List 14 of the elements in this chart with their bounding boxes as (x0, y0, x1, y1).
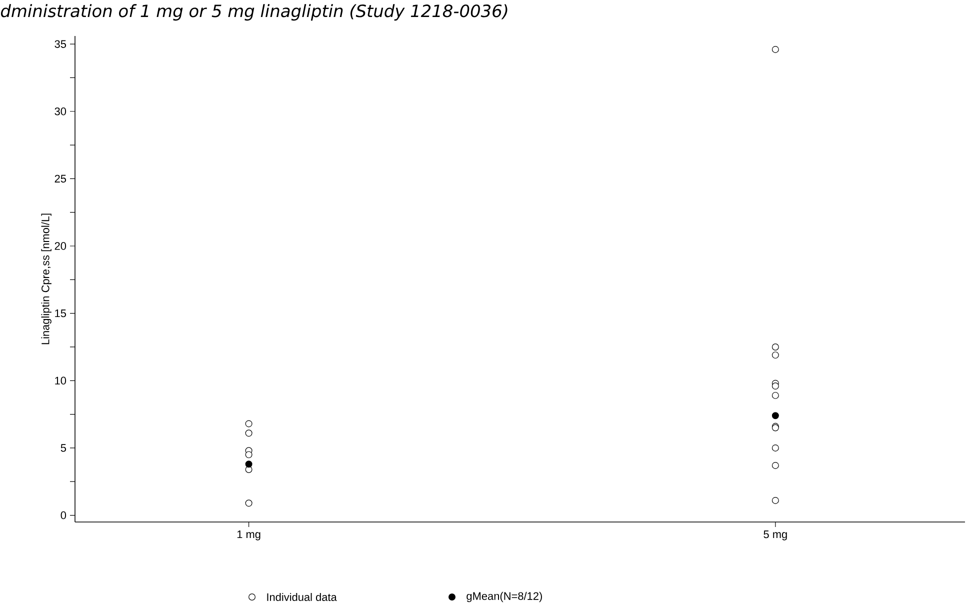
y-tick-label: 35 (54, 40, 66, 48)
x-tick-label: 1 mg (237, 530, 260, 540)
y-tick-label: 30 (54, 108, 66, 116)
y-tick-label: 10 (55, 376, 66, 385)
y-tick-label: 0 (60, 511, 66, 520)
x-tick-label: 5 mg (764, 530, 787, 540)
y-tick-label: 5 (60, 444, 66, 452)
y-axis-title: Linagliptin Cpre,ss [nmol/L] (41, 214, 52, 344)
y-tick-label: 25 (54, 174, 66, 183)
legend-label: gMean(N=8/12) (466, 592, 542, 602)
legend-label: Individual data (267, 592, 337, 602)
chart-title: dministration of 1 mg or 5 mg linagliptin (Study 1218-0036) (0, 4, 508, 21)
y-tick-label: 20 (54, 242, 66, 250)
y-tick-label: 15 (55, 310, 66, 318)
